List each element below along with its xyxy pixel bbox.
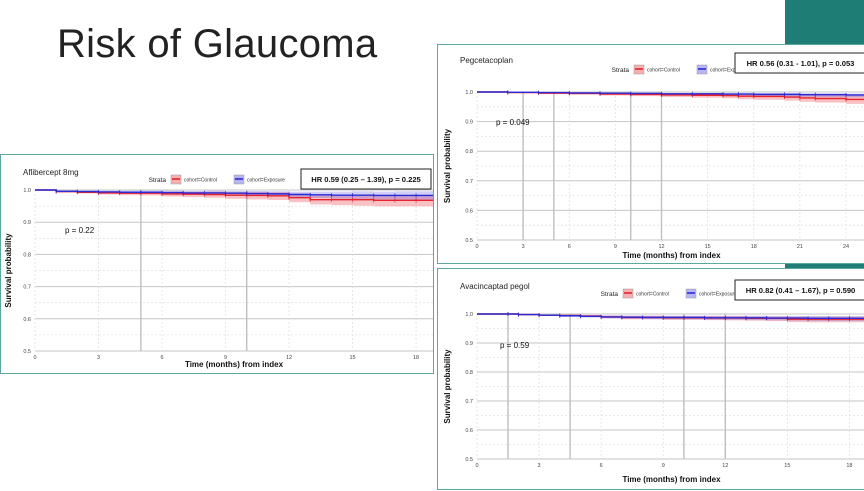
y-tick-label: 0.5 (465, 238, 473, 244)
y-axis-label: Survival probability (4, 233, 13, 308)
hr-label: HR 0.82 (0.41 – 1.67), p = 0.590 (746, 286, 856, 295)
legend-entry-0: cohort=Control (184, 178, 217, 184)
legend-title: Strata (149, 177, 167, 184)
y-tick-label: 0.9 (23, 220, 31, 226)
x-tick-label: 3 (97, 355, 100, 361)
grid (476, 313, 864, 460)
x-tick-label: 6 (568, 244, 571, 250)
x-tick-label: 24 (843, 244, 849, 250)
km-chart-aflibercept: Aflibercept 8mg Strata cohort=Control cohor… (4, 168, 433, 369)
x-tick-label: 6 (160, 355, 163, 361)
y-tick-label: 0.6 (465, 428, 473, 434)
x-tick-label: 0 (475, 463, 478, 469)
hr-box (734, 52, 864, 74)
x-tick-label: 12 (286, 355, 292, 361)
legend: Strata cohort=Control cohort=Exposure (601, 288, 737, 299)
x-axis-label: Time (months) from index (622, 251, 721, 260)
y-tick-label: 0.7 (23, 285, 31, 291)
legend-title: Strata (601, 291, 619, 298)
y-axis-label: Survival probability (443, 128, 452, 203)
p-value-label: p = 0.22 (65, 226, 95, 235)
x-axis-label: Time (months) from index (622, 475, 721, 484)
x-tick-label: 9 (662, 463, 665, 469)
km-chart-avacincaptad: Avacincaptad pegol Strata cohort=Control co… (443, 279, 864, 484)
y-axis-label: Survival probability (443, 349, 452, 424)
km-panel-pegcetacoplan: Pegcetacoplan Strata cohort=Control cohort=… (437, 44, 864, 264)
y-tick-label: 0.6 (23, 317, 31, 323)
hr-label: HR 0.59 (0.25 – 1.39), p = 0.225 (311, 175, 421, 184)
y-tick-label: 0.7 (465, 179, 473, 185)
slide-title: Risk of Glaucoma (57, 22, 378, 66)
x-tick-label: 0 (475, 244, 478, 250)
x-tick-label: 18 (413, 355, 419, 361)
y-tick-label: 1.0 (465, 90, 473, 96)
ci-band-0 (35, 190, 433, 207)
legend: Strata cohort=Control cohort=Exposure (149, 174, 285, 185)
y-tick-label: 0.5 (465, 457, 473, 463)
x-tick-label: 15 (705, 244, 711, 250)
panel-title: Avacincaptad pegol (460, 282, 530, 291)
x-tick-label: 6 (600, 463, 603, 469)
km-panel-aflibercept: Aflibercept 8mg Strata cohort=Control cohor… (0, 154, 434, 374)
x-tick-label: 0 (33, 355, 36, 361)
y-tick-label: 0.8 (23, 252, 31, 258)
legend-entry-1: cohort=Exposure (710, 68, 748, 74)
x-tick-label: 15 (784, 463, 790, 469)
x-tick-label: 9 (224, 355, 227, 361)
panel-title: Aflibercept 8mg (23, 168, 79, 177)
grid (34, 189, 433, 352)
p-value-label: p = 0.049 (496, 118, 530, 127)
hr-box (300, 168, 432, 190)
legend-entry-0: cohort=Control (647, 68, 680, 74)
hr-box (734, 279, 864, 301)
legend-entry-1: cohort=Exposure (699, 292, 737, 298)
legend-entry-0: cohort=Control (636, 292, 669, 298)
legend-entry-1: cohort=Exposure (247, 178, 285, 184)
x-tick-label: 15 (349, 355, 355, 361)
x-tick-label: 3 (538, 463, 541, 469)
y-tick-label: 0.5 (23, 349, 31, 355)
x-tick-label: 3 (522, 244, 525, 250)
y-tick-label: 0.6 (465, 208, 473, 214)
panel-title: Pegcetacoplan (460, 56, 513, 65)
y-tick-label: 0.8 (465, 149, 473, 155)
x-tick-label: 9 (614, 244, 617, 250)
x-tick-label: 12 (658, 244, 664, 250)
legend: Strata cohort=Control cohort=Exposure (612, 64, 748, 75)
y-tick-label: 1.0 (465, 312, 473, 318)
y-tick-label: 0.9 (465, 341, 473, 347)
km-chart-pegcetacoplan: Pegcetacoplan Strata cohort=Control cohort=… (443, 52, 864, 260)
x-tick-label: 21 (797, 244, 803, 250)
y-tick-label: 1.0 (23, 188, 31, 194)
grid (476, 91, 864, 241)
p-value-label: p = 0.59 (500, 341, 530, 350)
hr-label: HR 0.56 (0.31 - 1.01), p = 0.053 (747, 59, 855, 68)
x-tick-label: 18 (751, 244, 757, 250)
x-tick-label: 18 (846, 463, 852, 469)
y-tick-label: 0.9 (465, 120, 473, 126)
y-tick-label: 0.8 (465, 370, 473, 376)
x-axis-label: Time (months) from index (185, 360, 284, 369)
x-tick-label: 12 (722, 463, 728, 469)
km-panel-avacincaptad: Avacincaptad pegol Strata cohort=Control co… (437, 268, 864, 490)
y-tick-label: 0.7 (465, 399, 473, 405)
legend-title: Strata (612, 67, 630, 74)
